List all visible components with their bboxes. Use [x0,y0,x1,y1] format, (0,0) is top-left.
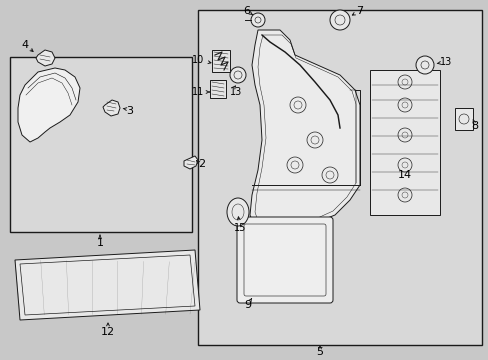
Bar [209,80,225,98]
Polygon shape [103,100,120,116]
Circle shape [415,56,433,74]
Text: 2: 2 [198,159,205,169]
Polygon shape [183,156,198,169]
Text: 8: 8 [470,121,478,131]
FancyBboxPatch shape [237,217,332,303]
Bar [454,108,472,130]
Text: 9: 9 [244,300,251,310]
Circle shape [329,10,349,30]
Text: 14: 14 [397,170,411,180]
Bar [212,50,229,72]
Text: 1: 1 [96,238,103,248]
Text: 11: 11 [191,87,203,97]
Bar [10,57,192,232]
Bar [369,70,439,215]
Text: 10: 10 [191,55,203,65]
Text: 13: 13 [229,87,242,97]
Text: 6: 6 [243,6,250,16]
Text: 13: 13 [439,57,451,67]
Text: 15: 15 [233,223,245,233]
Circle shape [250,13,264,27]
Polygon shape [18,68,80,142]
Text: 7: 7 [356,6,363,16]
Polygon shape [249,30,359,232]
Polygon shape [15,250,200,320]
Text: 5: 5 [316,347,323,357]
Text: 12: 12 [101,327,115,337]
Circle shape [229,67,245,83]
Text: 3: 3 [126,106,133,116]
Text: 4: 4 [21,40,28,50]
Polygon shape [36,50,55,66]
Bar [198,10,481,345]
Ellipse shape [226,198,248,226]
